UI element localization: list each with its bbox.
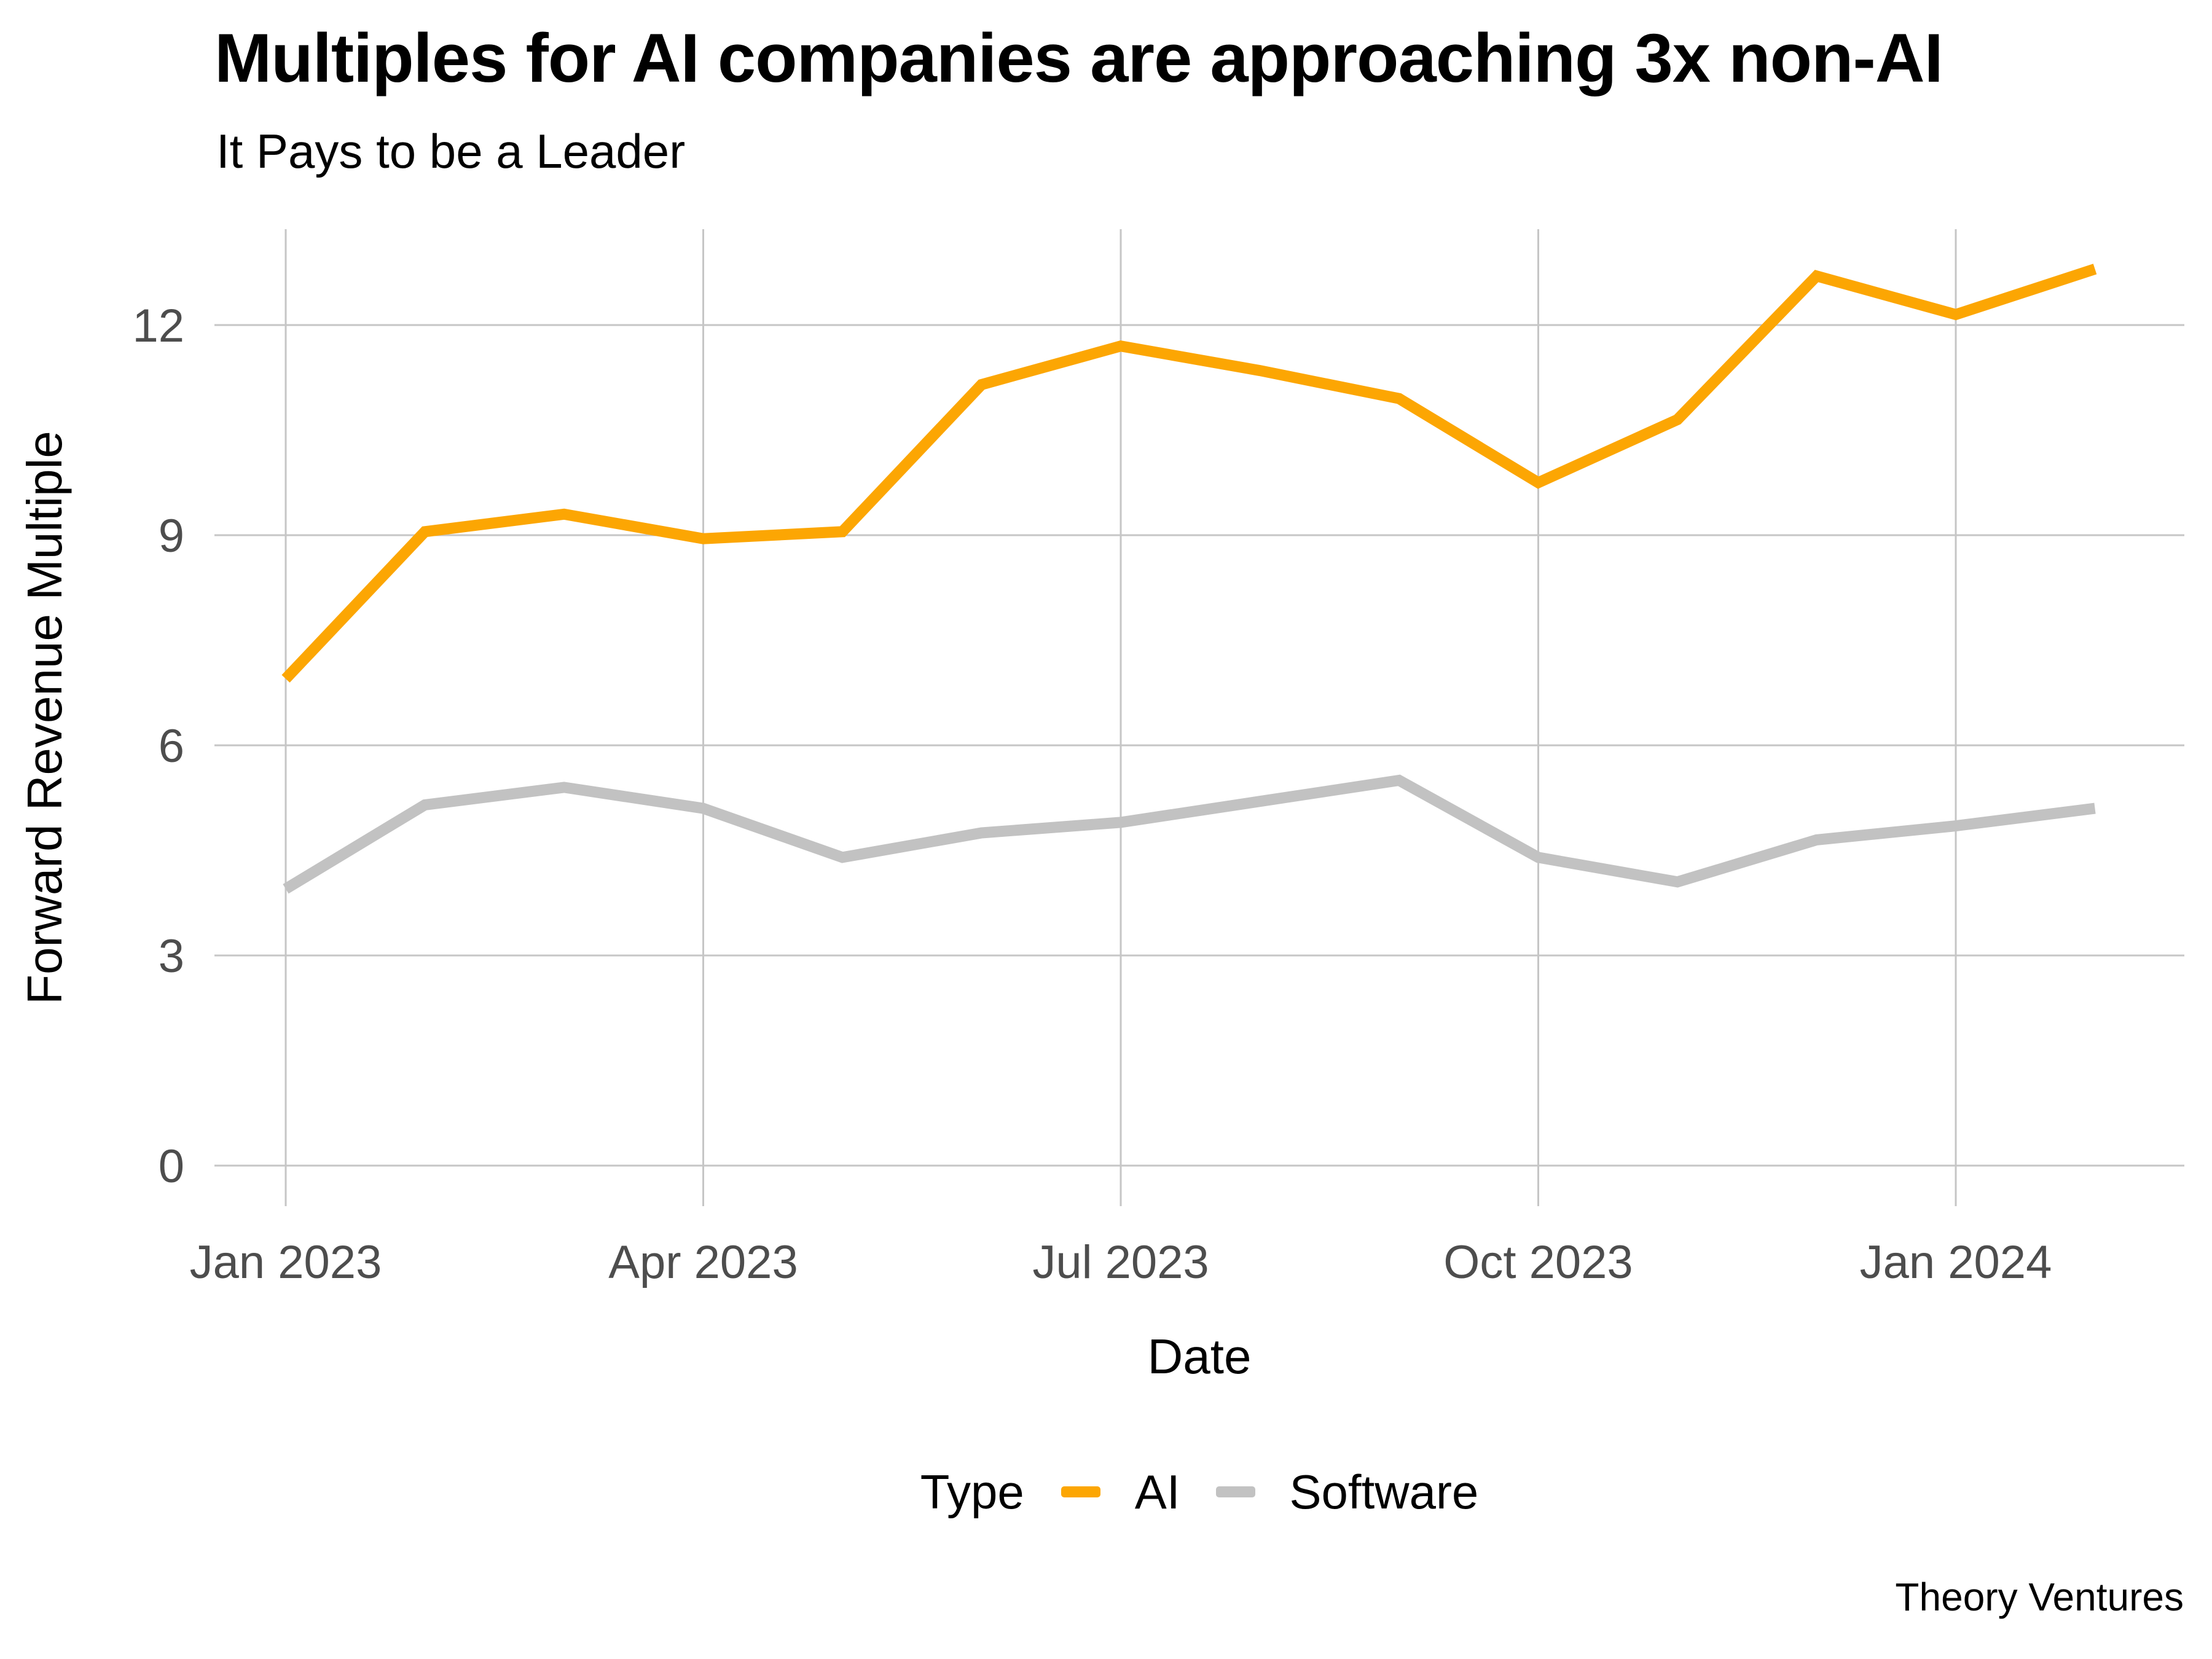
y-tick-label-6: 6 [159, 720, 184, 772]
x-tick-label-Jan-2024: Jan 2024 [1860, 1236, 2052, 1288]
x-tick-label-Apr-2023: Apr 2023 [608, 1236, 798, 1288]
legend-key-software [1215, 1486, 1255, 1497]
x-tick-label-Oct-2023: Oct 2023 [1443, 1236, 1633, 1288]
series-lines [281, 264, 2097, 894]
y-tick-label-0: 0 [159, 1140, 184, 1193]
legend-label-software: Software [1289, 1464, 1479, 1519]
y-axis-title: Forward Revenue Multiple [17, 431, 72, 1005]
axis-tick-labels: 0 3 6 9 12 Jan 2023 Apr 2023 Jul 2023 Oct 2023 Ja… [132, 300, 2052, 1288]
x-tick-label-Jan-2023: Jan 2023 [190, 1236, 382, 1288]
legend: Type AI Software [214, 1455, 2184, 1529]
legend-title: Type [920, 1464, 1024, 1519]
chart-subtitle: It Pays to be a Leader [216, 124, 686, 178]
attribution-theory-ventures: Theory Ventures [1895, 1575, 2184, 1619]
x-axis-title: Date [1148, 1329, 1252, 1384]
y-tick-label-9: 9 [159, 510, 184, 562]
y-tick-label-3: 3 [159, 930, 184, 982]
series-line-software [283, 774, 2096, 894]
y-tick-label-12: 12 [132, 300, 184, 352]
x-tick-label-Jul-2023: Jul 2023 [1032, 1236, 1209, 1288]
legend-label-ai: AI [1134, 1464, 1180, 1519]
chart-title: Multiples for AI companies are approachi… [214, 20, 1943, 96]
series-line-ai [281, 264, 2097, 683]
gridlines [214, 229, 2184, 1206]
legend-key-ai [1061, 1486, 1100, 1497]
legend-items: AI Software [1061, 1464, 1479, 1520]
